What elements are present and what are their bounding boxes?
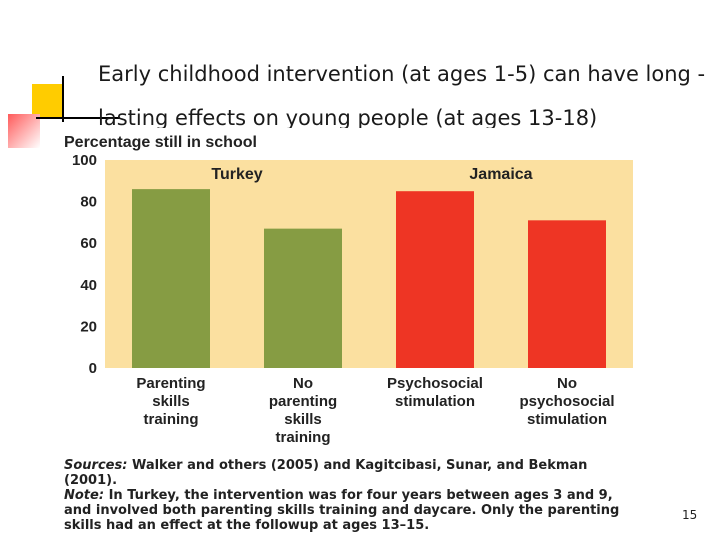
sources-text: Walker and others (2005) and Kagitcibasi… bbox=[64, 458, 588, 488]
y-tick-label: 20 bbox=[80, 318, 97, 335]
x-tick-label: Psychosocial stimulation bbox=[387, 375, 483, 410]
group-label: Jamaica bbox=[469, 166, 532, 183]
decorative-horizontal-line bbox=[36, 117, 120, 119]
note-text: In Turkey, the intervention was for four… bbox=[64, 488, 620, 533]
chart-figure: Percentage still in school 0 20 40 60 80 100 Pa… bbox=[60, 128, 660, 540]
y-tick-label: 60 bbox=[80, 235, 97, 252]
group-label: Turkey bbox=[211, 166, 262, 183]
bar bbox=[132, 189, 210, 368]
bar bbox=[264, 228, 342, 368]
decorative-vertical-line bbox=[62, 76, 64, 122]
bar bbox=[528, 220, 606, 368]
x-tick-label: No parenting skills training bbox=[269, 375, 337, 446]
bar-chart: Percentage still in school 0 20 40 60 80 100 Pa… bbox=[64, 134, 633, 446]
x-tick-label: No psychosocial stimulation bbox=[519, 375, 614, 428]
y-tick-label: 100 bbox=[72, 152, 97, 169]
note-lead: Note: bbox=[64, 488, 105, 503]
x-tick-label: Parenting skills training bbox=[136, 375, 205, 428]
y-tick-label: 80 bbox=[80, 194, 97, 211]
sources-lead: Sources: bbox=[64, 458, 128, 473]
y-tick-label: 0 bbox=[89, 360, 97, 377]
chart-title: Percentage still in school bbox=[64, 134, 257, 151]
page-number: 15 bbox=[682, 508, 698, 522]
decorative-yellow-square bbox=[32, 84, 62, 118]
decorative-red-square bbox=[8, 114, 40, 148]
bar bbox=[396, 191, 474, 368]
sources-note: Sources: Walker and others (2005) and Ka… bbox=[64, 458, 644, 533]
slide-title: Early childhood intervention (at ages 1-… bbox=[98, 62, 706, 130]
y-tick-label: 40 bbox=[80, 277, 97, 294]
